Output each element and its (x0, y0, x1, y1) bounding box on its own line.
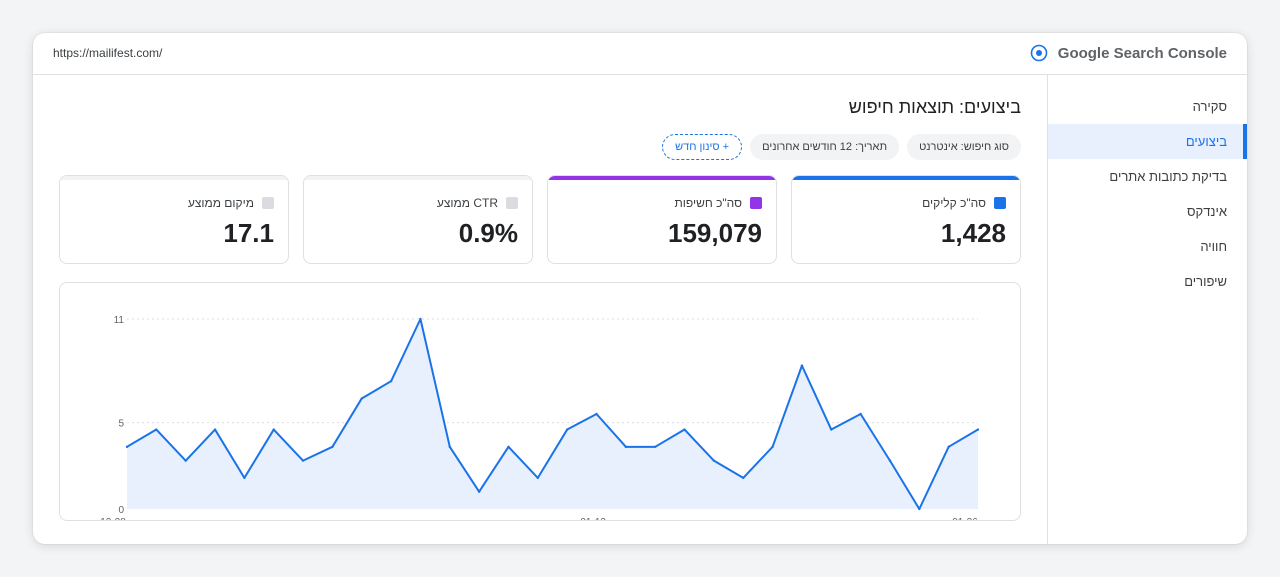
card-accent (60, 176, 288, 180)
add-filter-button[interactable]: + סינון חדש (662, 134, 743, 160)
checkbox-icon[interactable] (750, 197, 762, 209)
data-point (389, 379, 393, 383)
metric-value: 0.9% (458, 218, 518, 248)
x-tick-label: 01-12 (580, 517, 606, 520)
data-point (859, 412, 862, 416)
sidebar-item-index[interactable]: אינדקס (1187, 204, 1227, 219)
metric-label-text: מיקום ממוצע (187, 196, 254, 210)
card-accent (548, 176, 776, 180)
y-tick-label: 11 (114, 315, 125, 326)
metric-label: סה"כ חשיפות (674, 196, 762, 210)
checkbox-icon[interactable] (506, 197, 518, 209)
sidebar-item-url-inspection[interactable]: בדיקת כתובות אתרים (1109, 169, 1227, 184)
main-content: ביצועים: תוצאות חיפוש סוג חיפוש: אינטרנט… (33, 75, 1047, 544)
data-point (654, 445, 657, 449)
data-point (536, 476, 540, 480)
metric-card-impressions[interactable]: סה"כ חשיפות 159,079 (547, 175, 777, 264)
data-point (595, 412, 598, 416)
data-point (243, 476, 246, 480)
brand-title: Google Search Console (1057, 44, 1227, 62)
sidebar-item-overview[interactable]: סקירה (1192, 99, 1227, 114)
data-point (712, 459, 716, 462)
data-point (155, 428, 158, 431)
data-point (565, 428, 569, 431)
chart-svg: 0 5 11 12-28 01-12 01-26 (100, 315, 980, 528)
series-area (127, 319, 978, 509)
data-point (448, 445, 451, 449)
data-point (800, 364, 804, 367)
sidebar-item-enhancements[interactable]: שיפורים (1184, 274, 1227, 289)
metric-value: 1,428 (940, 218, 1006, 248)
data-point (507, 445, 510, 449)
date-filter[interactable]: תאריך: 12 חודשים אחרונים (750, 134, 900, 160)
data-point (477, 490, 481, 493)
y-tick-label: 0 (118, 505, 124, 516)
checkbox-icon[interactable] (262, 197, 274, 209)
data-point (125, 445, 129, 449)
metric-card-clicks[interactable]: סה"כ קליקים 1,428 (791, 175, 1021, 264)
data-point (213, 428, 217, 431)
card-accent (792, 176, 1020, 180)
data-point (624, 445, 628, 449)
data-point (272, 428, 275, 431)
y-tick-label: 5 (118, 419, 124, 430)
console-window: https://mailifest.com/ Google Search Con… (33, 33, 1247, 544)
site-url[interactable]: https://mailifest.com/ (53, 46, 163, 60)
metric-label: סה"כ קליקים (922, 196, 1006, 210)
brand: Google Search Console (1030, 44, 1227, 62)
metric-label-text: סה"כ קליקים (922, 196, 986, 210)
data-point (331, 445, 334, 449)
filter-bar: סוג חיפוש: אינטרנט תאריך: 12 חודשים אחרו… (662, 134, 1021, 160)
search-type-filter[interactable]: סוג חיפוש: אינטרנט (907, 134, 1021, 160)
checkbox-icon[interactable] (994, 197, 1006, 209)
data-point (742, 476, 745, 480)
metric-card-position[interactable]: מיקום ממוצע 17.1 (59, 175, 289, 264)
metric-value: 17.1 (223, 218, 274, 248)
top-bar: https://mailifest.com/ Google Search Con… (33, 33, 1247, 75)
page-title: ביצועים: תוצאות חיפוש (848, 97, 1021, 117)
sidebar: סקירה ביצועים בדיקת כתובות אתרים אינדקס … (1047, 75, 1247, 544)
metric-label: CTR ממוצע (437, 196, 518, 210)
metric-value: 159,079 (668, 218, 762, 248)
data-point (976, 428, 980, 431)
data-point (683, 428, 686, 431)
metric-label-text: CTR ממוצע (436, 196, 498, 210)
card-accent (304, 176, 532, 180)
sidebar-item-performance[interactable]: ביצועים (1048, 124, 1247, 159)
metric-card-ctr[interactable]: CTR ממוצע 0.9% (303, 175, 533, 264)
data-point (947, 445, 950, 449)
data-point (301, 459, 305, 462)
performance-chart: 0 5 11 12-28 01-12 01-26 (59, 282, 1021, 528)
data-point (771, 445, 774, 449)
metric-cards: סה"כ קליקים 1,428 סה"כ חשיפות 159,079 CT… (59, 175, 1021, 264)
data-point (918, 507, 921, 511)
data-point (888, 459, 892, 462)
data-point (184, 459, 187, 462)
search-console-logo-icon (1030, 44, 1048, 62)
data-point (830, 428, 833, 431)
series-line (126, 318, 979, 510)
data-point (419, 317, 422, 321)
metric-label-text: סה"כ חשיפות (674, 196, 742, 210)
sidebar-item-experience[interactable]: חוויה (1200, 239, 1227, 254)
x-tick-label: 12-28 (100, 517, 126, 520)
x-tick-label: 01-26 (952, 517, 978, 520)
metric-label: מיקום ממוצע (188, 196, 274, 210)
data-point (360, 397, 363, 400)
